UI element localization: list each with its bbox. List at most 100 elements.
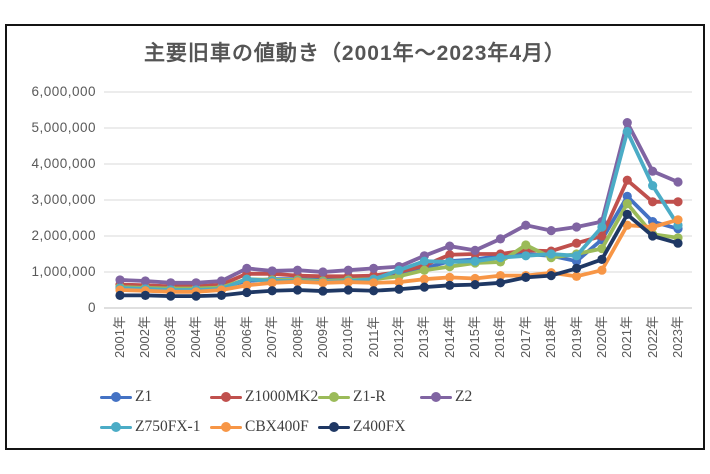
data-point-Z2 xyxy=(648,166,658,176)
legend-label: Z2 xyxy=(455,388,473,405)
data-point-Z400FX xyxy=(394,284,404,294)
data-point-Z750FX-1 xyxy=(419,256,429,266)
data-point-Z2 xyxy=(571,222,582,232)
y-tick-label: 6,000,000 xyxy=(31,84,96,99)
data-point-CBX400F xyxy=(648,222,658,232)
data-point-Z2 xyxy=(470,245,480,255)
y-tick-label: 1,000,000 xyxy=(31,264,96,279)
y-tick-label: 5,000,000 xyxy=(31,120,96,135)
data-point-Z400FX xyxy=(318,286,328,296)
data-point-Z2 xyxy=(292,265,303,275)
data-point-Z2 xyxy=(622,118,632,128)
data-point-CBX400F xyxy=(267,278,277,288)
series-line-Z2 xyxy=(118,120,680,285)
data-point-Z400FX xyxy=(267,286,277,296)
data-point-Z750FX-1 xyxy=(470,256,480,266)
data-point-CBX400F xyxy=(318,278,328,288)
data-point-CBX400F xyxy=(394,277,404,287)
data-point-Z1 xyxy=(622,191,632,201)
data-point-Z400FX xyxy=(343,285,353,295)
data-point-Z400FX xyxy=(445,280,455,290)
legend-label: Z1 xyxy=(135,388,153,405)
data-point-Z1000MK2 xyxy=(597,231,607,241)
data-point-Z400FX xyxy=(242,287,252,298)
legend-dot-icon xyxy=(329,422,339,432)
legend-dot-icon xyxy=(221,422,231,432)
legend-label: CBX400F xyxy=(245,418,309,435)
data-point-Z2 xyxy=(191,278,201,288)
data-point-Z400FX xyxy=(521,272,531,282)
legend-line-marker-icon xyxy=(318,421,350,433)
data-point-Z400FX xyxy=(369,286,379,296)
legend-dot-icon xyxy=(329,392,339,402)
legend-dot-icon xyxy=(111,392,121,402)
data-point-Z1000MK2 xyxy=(673,197,683,207)
data-point-CBX400F xyxy=(419,274,429,284)
legend-line-marker-icon xyxy=(318,391,350,403)
data-point-Z1-R xyxy=(597,244,607,254)
legend-line-marker-icon xyxy=(100,391,132,403)
data-point-Z2 xyxy=(546,226,556,236)
data-point-Z400FX xyxy=(597,254,607,264)
y-tick-label: 4,000,000 xyxy=(31,156,96,171)
data-point-Z2 xyxy=(445,241,455,251)
data-point-Z400FX xyxy=(622,209,632,219)
data-point-CBX400F xyxy=(597,265,607,275)
y-tick-label: 2,000,000 xyxy=(31,228,96,243)
chart-title: 主要旧車の値動き（2001年～2023年4月） xyxy=(143,42,567,65)
legend-item-Z1000MK2: Z1000MK2 xyxy=(210,387,318,407)
data-point-Z400FX xyxy=(495,278,506,288)
data-point-Z2 xyxy=(242,263,252,273)
data-point-CBX400F xyxy=(445,272,455,282)
data-point-CBX400F xyxy=(242,280,252,290)
data-point-Z400FX xyxy=(166,291,176,301)
legend-dot-icon xyxy=(221,392,231,402)
data-point-CBX400F xyxy=(673,215,683,225)
data-point-CBX400F xyxy=(571,271,582,281)
legend-label: Z1-R xyxy=(353,388,386,405)
data-point-CBX400F xyxy=(292,277,303,287)
data-point-Z2 xyxy=(673,177,683,187)
y-tick-label: 0 xyxy=(87,300,96,315)
data-point-Z400FX xyxy=(470,280,480,290)
legend-item-CBX400F: CBX400F xyxy=(210,417,309,437)
legend-dot-icon xyxy=(431,392,441,402)
data-point-CBX400F xyxy=(343,277,353,287)
legend-line-marker-icon xyxy=(100,421,132,433)
data-point-Z400FX xyxy=(648,231,658,241)
legend-label: Z1000MK2 xyxy=(245,388,319,405)
data-point-Z1000MK2 xyxy=(648,197,658,207)
legend-item-Z1: Z1 xyxy=(100,387,152,407)
legend-item-Z750FX-1: Z750FX-1 xyxy=(100,417,200,437)
legend-item-Z400FX: Z400FX xyxy=(318,417,406,437)
legend-dot-icon xyxy=(111,422,121,432)
data-point-Z1-R xyxy=(521,240,531,250)
data-point-Z400FX xyxy=(292,285,303,295)
data-point-Z2 xyxy=(166,278,176,288)
data-point-Z2 xyxy=(318,267,328,277)
legend-item-Z2: Z2 xyxy=(420,387,472,407)
data-point-Z400FX xyxy=(673,238,683,248)
data-point-Z400FX xyxy=(216,290,227,300)
data-point-Z2 xyxy=(115,275,125,285)
data-point-Z2 xyxy=(521,220,531,230)
data-point-CBX400F xyxy=(495,271,506,281)
data-point-Z1-R xyxy=(622,199,632,209)
data-point-Z750FX-1 xyxy=(521,251,531,261)
y-tick-label: 3,000,000 xyxy=(31,192,96,207)
chart-frame xyxy=(5,24,705,450)
data-point-Z750FX-1 xyxy=(546,249,556,259)
data-point-Z400FX xyxy=(546,271,556,281)
data-point-Z400FX xyxy=(115,290,125,300)
data-point-Z400FX xyxy=(140,290,150,300)
legend-item-Z1-R: Z1-R xyxy=(318,387,386,407)
data-point-Z750FX-1 xyxy=(495,253,506,263)
data-point-Z2 xyxy=(140,276,150,286)
data-point-CBX400F xyxy=(622,220,632,230)
data-point-Z2 xyxy=(216,276,227,286)
data-point-Z750FX-1 xyxy=(394,265,404,275)
legend-label: Z750FX-1 xyxy=(135,418,201,435)
data-point-Z750FX-1 xyxy=(648,181,658,191)
legend-line-marker-icon xyxy=(210,391,242,403)
legend-line-marker-icon xyxy=(210,421,242,433)
